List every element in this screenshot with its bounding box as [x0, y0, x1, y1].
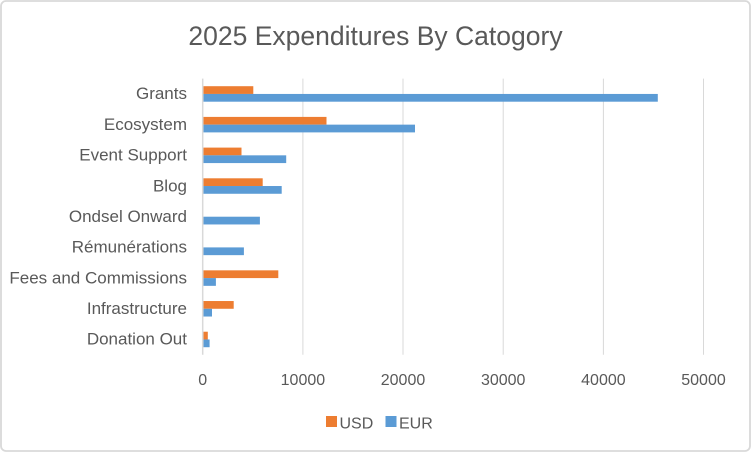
svg-text:Ondsel Onward: Ondsel Onward — [69, 207, 187, 226]
svg-text:40000: 40000 — [581, 372, 626, 389]
svg-text:50000: 50000 — [681, 372, 726, 389]
svg-text:Ecosystem: Ecosystem — [104, 115, 187, 134]
svg-text:2025 Expenditures By Catogory: 2025 Expenditures By Catogory — [188, 21, 563, 51]
svg-text:EUR: EUR — [399, 416, 433, 433]
svg-text:Donation Out: Donation Out — [87, 330, 187, 349]
svg-text:10000: 10000 — [281, 372, 326, 389]
svg-text:0: 0 — [198, 372, 207, 389]
svg-text:Event Support: Event Support — [79, 146, 187, 165]
svg-text:30000: 30000 — [481, 372, 526, 389]
svg-text:Infrastructure: Infrastructure — [87, 299, 187, 318]
svg-text:20000: 20000 — [381, 372, 426, 389]
svg-text:Fees and Commissions: Fees and Commissions — [9, 268, 187, 287]
svg-text:Rémunérations: Rémunérations — [72, 238, 187, 257]
svg-text:Blog: Blog — [153, 176, 187, 195]
svg-text:USD: USD — [340, 416, 374, 433]
svg-text:Grants: Grants — [136, 84, 187, 103]
